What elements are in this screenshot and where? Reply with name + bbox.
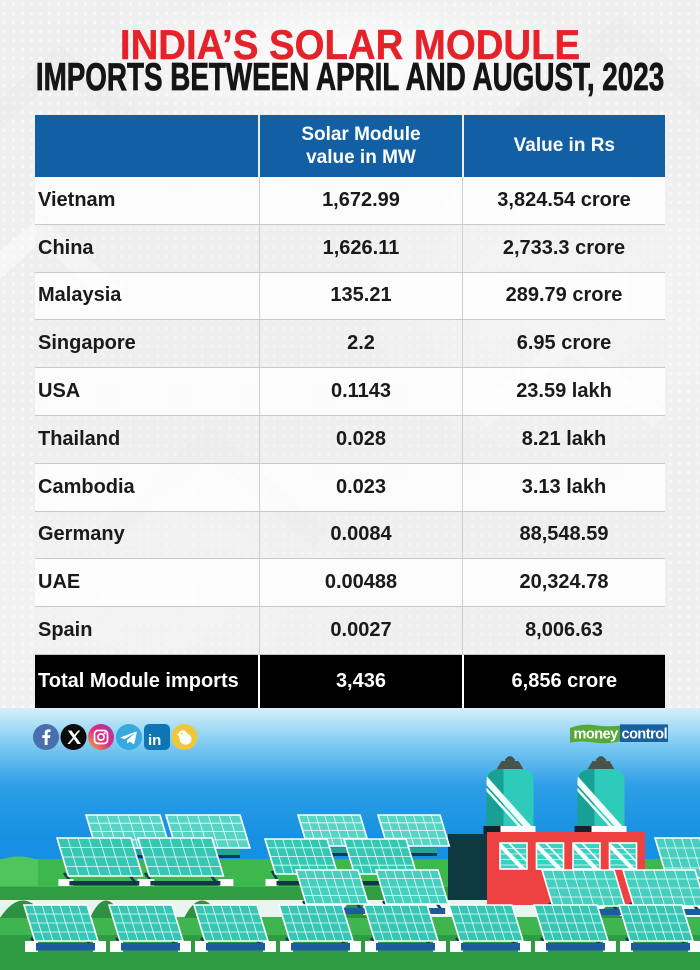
svg-text:control: control [622, 727, 668, 743]
svg-text:in: in [148, 732, 161, 749]
svg-text:money: money [574, 727, 619, 743]
